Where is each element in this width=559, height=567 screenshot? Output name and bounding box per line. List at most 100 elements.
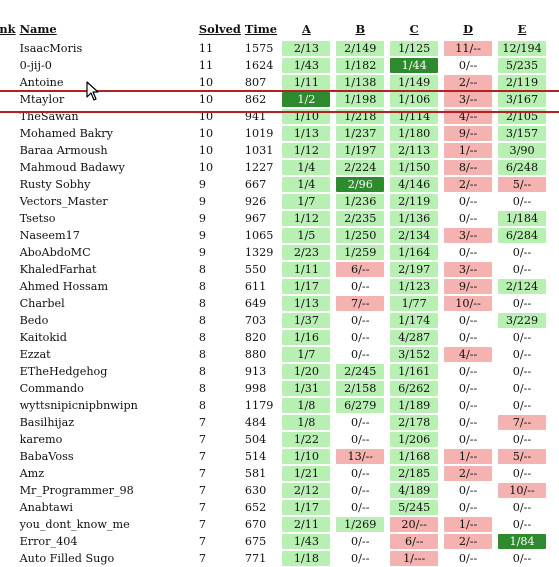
problem-result-cell[interactable]: 1/106	[387, 91, 441, 108]
problem-result-cell[interactable]: 2/--	[441, 74, 495, 91]
team-name[interactable]: karemo	[19, 432, 63, 446]
problem-result-cell[interactable]: 6/248	[495, 159, 549, 176]
problem-result-cell[interactable]: 2/113	[387, 142, 441, 159]
table-row[interactable]: AboAbdoMC 9 1329 2/23 1/259 1/164 0/-- 0/--	[0, 244, 549, 261]
problem-result-cell[interactable]: 1/4	[279, 159, 333, 176]
problem-result-cell[interactable]: 0/--	[333, 312, 387, 329]
problem-result-cell[interactable]: 1/11	[279, 261, 333, 278]
problem-result-cell[interactable]: 1/43	[279, 57, 333, 74]
team-name[interactable]: Baraa Armoush	[19, 143, 108, 157]
problem-result-cell[interactable]: 2/158	[333, 380, 387, 397]
team-name[interactable]: 0-jij-0	[19, 58, 52, 72]
problem-result-cell[interactable]: 2/13	[279, 40, 333, 57]
table-row[interactable]: Rusty Sobhy 9 667 1/4 2/96 4/146 2/-- 5/--	[0, 176, 549, 193]
problem-result-cell[interactable]: 1/174	[387, 312, 441, 329]
problem-result-cell[interactable]: 3/157	[495, 125, 549, 142]
problem-result-cell[interactable]: 0/--	[333, 329, 387, 346]
problem-result-cell[interactable]: 1/17	[279, 278, 333, 295]
problem-result-cell[interactable]: 20/--	[387, 516, 441, 533]
table-row[interactable]: karemo 7 504 1/22 0/-- 1/206 0/-- 0/--	[0, 431, 549, 448]
team-name[interactable]: IsaacMoris	[19, 41, 83, 55]
problem-result-cell[interactable]: 1/180	[387, 125, 441, 142]
problem-result-cell[interactable]: 6/284	[495, 227, 549, 244]
problem-result-cell[interactable]: 1/10	[279, 108, 333, 125]
problem-result-cell[interactable]: 2/149	[333, 40, 387, 57]
problem-result-cell[interactable]: 1/22	[279, 431, 333, 448]
team-name[interactable]: Naseem17	[19, 228, 80, 242]
problem-result-cell[interactable]: 2/224	[333, 159, 387, 176]
problem-result-cell[interactable]: 1/8	[279, 414, 333, 431]
problem-result-cell[interactable]: 0/--	[441, 431, 495, 448]
problem-result-cell[interactable]: 1/218	[333, 108, 387, 125]
problem-result-cell[interactable]: 2/12	[279, 482, 333, 499]
problem-result-cell[interactable]: 1/31	[279, 380, 333, 397]
problem-result-cell[interactable]: 1/164	[387, 244, 441, 261]
problem-result-cell[interactable]: 1/43	[279, 533, 333, 550]
problem-result-cell[interactable]: 5/245	[387, 499, 441, 516]
problem-result-cell[interactable]: 9/--	[441, 278, 495, 295]
table-row[interactable]: wyttsnipicnipbnwipn 8 1179 1/8 6/279 1/189 0/-…	[0, 397, 549, 414]
problem-result-cell[interactable]: 1/161	[387, 363, 441, 380]
team-name[interactable]: Mohamed Bakry	[19, 126, 113, 140]
problem-result-cell[interactable]: 0/--	[495, 261, 549, 278]
table-row[interactable]: Anabtawi 7 652 1/17 0/-- 5/245 0/-- 0/--	[0, 499, 549, 516]
team-name[interactable]: Mahmoud Badawy	[19, 160, 125, 174]
problem-result-cell[interactable]: 4/--	[441, 346, 495, 363]
team-name[interactable]: Charbel	[19, 296, 65, 310]
problem-result-cell[interactable]: 3/152	[387, 346, 441, 363]
table-row[interactable]: Tsetso 9 967 1/12 2/235 1/136 0/-- 1/184	[0, 210, 549, 227]
problem-result-cell[interactable]: 2/245	[333, 363, 387, 380]
team-name[interactable]: BabaVoss	[19, 449, 74, 463]
team-name[interactable]: Kaitokid	[19, 330, 67, 344]
problem-result-cell[interactable]: 1/7	[279, 193, 333, 210]
problem-b-header[interactable]: B	[355, 22, 366, 36]
time-header[interactable]: Time	[244, 22, 277, 36]
team-name[interactable]: Commando	[19, 381, 84, 395]
table-row[interactable]: Ahmed Hossam 8 611 1/17 0/-- 1/123 9/-- 2/124	[0, 278, 549, 295]
team-name[interactable]: Mtaylor	[19, 92, 65, 106]
team-name[interactable]: Tsetso	[19, 211, 56, 225]
problem-result-cell[interactable]: 2/124	[495, 278, 549, 295]
problem-result-cell[interactable]: 13/--	[333, 448, 387, 465]
problem-result-cell[interactable]: 0/--	[495, 499, 549, 516]
problem-result-cell[interactable]: 0/--	[495, 295, 549, 312]
problem-result-cell[interactable]: 1/4	[279, 176, 333, 193]
problem-result-cell[interactable]: 3/--	[441, 227, 495, 244]
table-row[interactable]: Kaitokid 8 820 1/16 0/-- 4/287 0/-- 0/--	[0, 329, 549, 346]
table-row[interactable]: TheSawan 10 941 1/10 1/218 1/114 4/-- 2/105	[0, 108, 549, 125]
problem-result-cell[interactable]: 1/236	[333, 193, 387, 210]
team-name[interactable]: Amz	[19, 466, 45, 480]
problem-result-cell[interactable]: 2/--	[441, 465, 495, 482]
table-row[interactable]: KhaledFarhat 8 550 1/11 6/-- 2/197 3/-- 0/--	[0, 261, 549, 278]
team-name[interactable]: wyttsnipicnipbnwipn	[19, 398, 138, 412]
problem-result-cell[interactable]: 1/37	[279, 312, 333, 329]
problem-result-cell[interactable]: 10/--	[495, 482, 549, 499]
problem-result-cell[interactable]: 3/--	[441, 91, 495, 108]
problem-result-cell[interactable]: 0/--	[441, 380, 495, 397]
problem-result-cell[interactable]: 1/11	[279, 74, 333, 91]
table-row[interactable]: Charbel 8 649 1/13 7/-- 1/77 10/-- 0/--	[0, 295, 549, 312]
problem-d-header[interactable]: D	[463, 22, 474, 36]
problem-result-cell[interactable]: 0/--	[441, 57, 495, 74]
problem-result-cell[interactable]: 0/--	[495, 363, 549, 380]
table-row[interactable]: Mohamed Bakry 10 1019 1/13 1/237 1/180 9/-- 3/1…	[0, 125, 549, 142]
table-row[interactable]: Vectors_Master 9 926 1/7 1/236 2/119 0/-- 0/--	[0, 193, 549, 210]
team-name[interactable]: TheSawan	[19, 109, 79, 123]
team-name[interactable]: KhaledFarhat	[19, 262, 97, 276]
problem-result-cell[interactable]: 0/--	[333, 431, 387, 448]
problem-result-cell[interactable]: 0/--	[495, 329, 549, 346]
problem-result-cell[interactable]: 0/--	[495, 431, 549, 448]
problem-result-cell[interactable]: 0/--	[441, 244, 495, 261]
problem-result-cell[interactable]: 2/178	[387, 414, 441, 431]
problem-result-cell[interactable]: 0/--	[333, 465, 387, 482]
problem-result-cell[interactable]: 0/--	[441, 329, 495, 346]
problem-result-cell[interactable]: 2/185	[387, 465, 441, 482]
table-row[interactable]: 0-jij-0 11 1624 1/43 1/182 1/44 0/-- 5/235	[0, 57, 549, 74]
problem-result-cell[interactable]: 0/--	[495, 380, 549, 397]
table-row[interactable]: you_dont_know_me 7 670 2/11 1/269 20/-- 1/-- 0/…	[0, 516, 549, 533]
problem-result-cell[interactable]: 1/206	[387, 431, 441, 448]
problem-result-cell[interactable]: 1/21	[279, 465, 333, 482]
problem-result-cell[interactable]: 1/237	[333, 125, 387, 142]
problem-result-cell[interactable]: 1/20	[279, 363, 333, 380]
problem-result-cell[interactable]: 2/235	[333, 210, 387, 227]
